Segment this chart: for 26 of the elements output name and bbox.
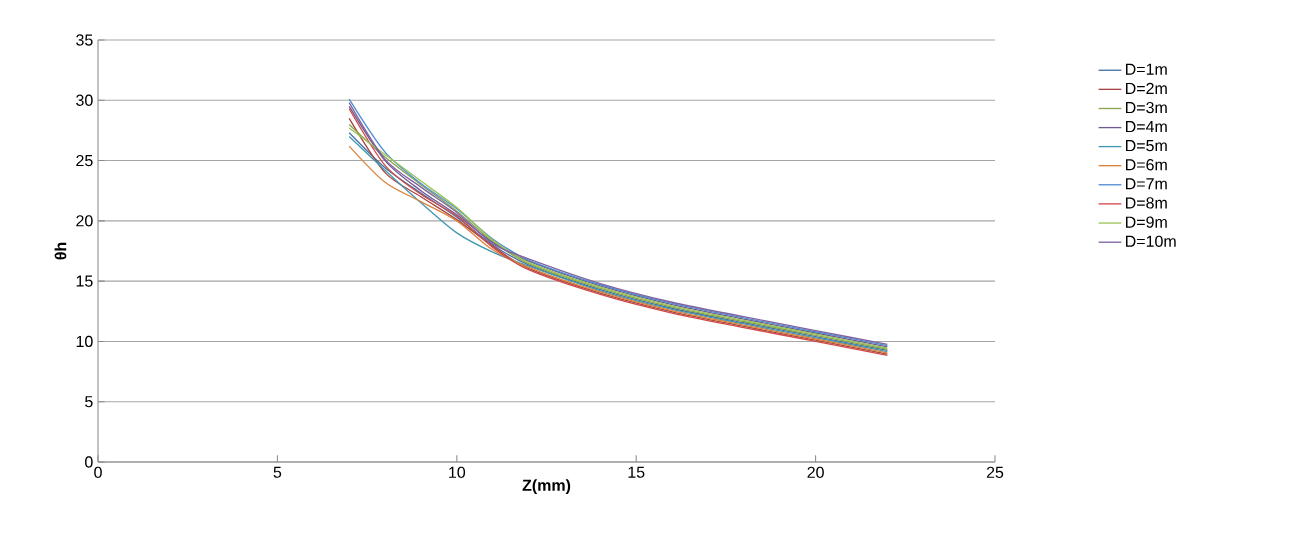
legend-label: D=2m [1126,82,1167,94]
legend-label: D=7m [1126,178,1167,190]
y-tick-label: 35 [76,34,93,46]
y-tick-label: 25 [76,154,93,167]
legend-label: D=3m [1126,101,1167,114]
legend-label: D=10m [1126,235,1176,247]
legend-label: D=5m [1126,140,1167,152]
y-tick-label: 0 [85,456,93,468]
x-tick-label: 20 [807,466,824,479]
y-axis-title: θh [54,242,67,260]
y-tick-label: 15 [76,275,93,287]
y-tick-label: 30 [76,94,93,106]
y-tick-label: 20 [76,215,93,227]
x-axis-title: Z(mm) [522,479,571,495]
legend-label: D=9m [1126,216,1167,228]
x-tick-label: 5 [273,466,282,478]
y-tick-label: 5 [85,396,93,408]
legend-label: D=1m [1126,63,1167,75]
x-tick-label: 25 [986,466,1004,479]
legend-label: D=6m [1126,159,1167,171]
x-tick-label: 0 [94,466,102,479]
legend-label: D=8m [1126,197,1167,209]
x-tick-label: 10 [449,466,466,479]
y-tick-label: 10 [76,335,93,348]
legend-label: D=4m [1126,121,1167,133]
x-tick-label: 15 [628,466,645,478]
